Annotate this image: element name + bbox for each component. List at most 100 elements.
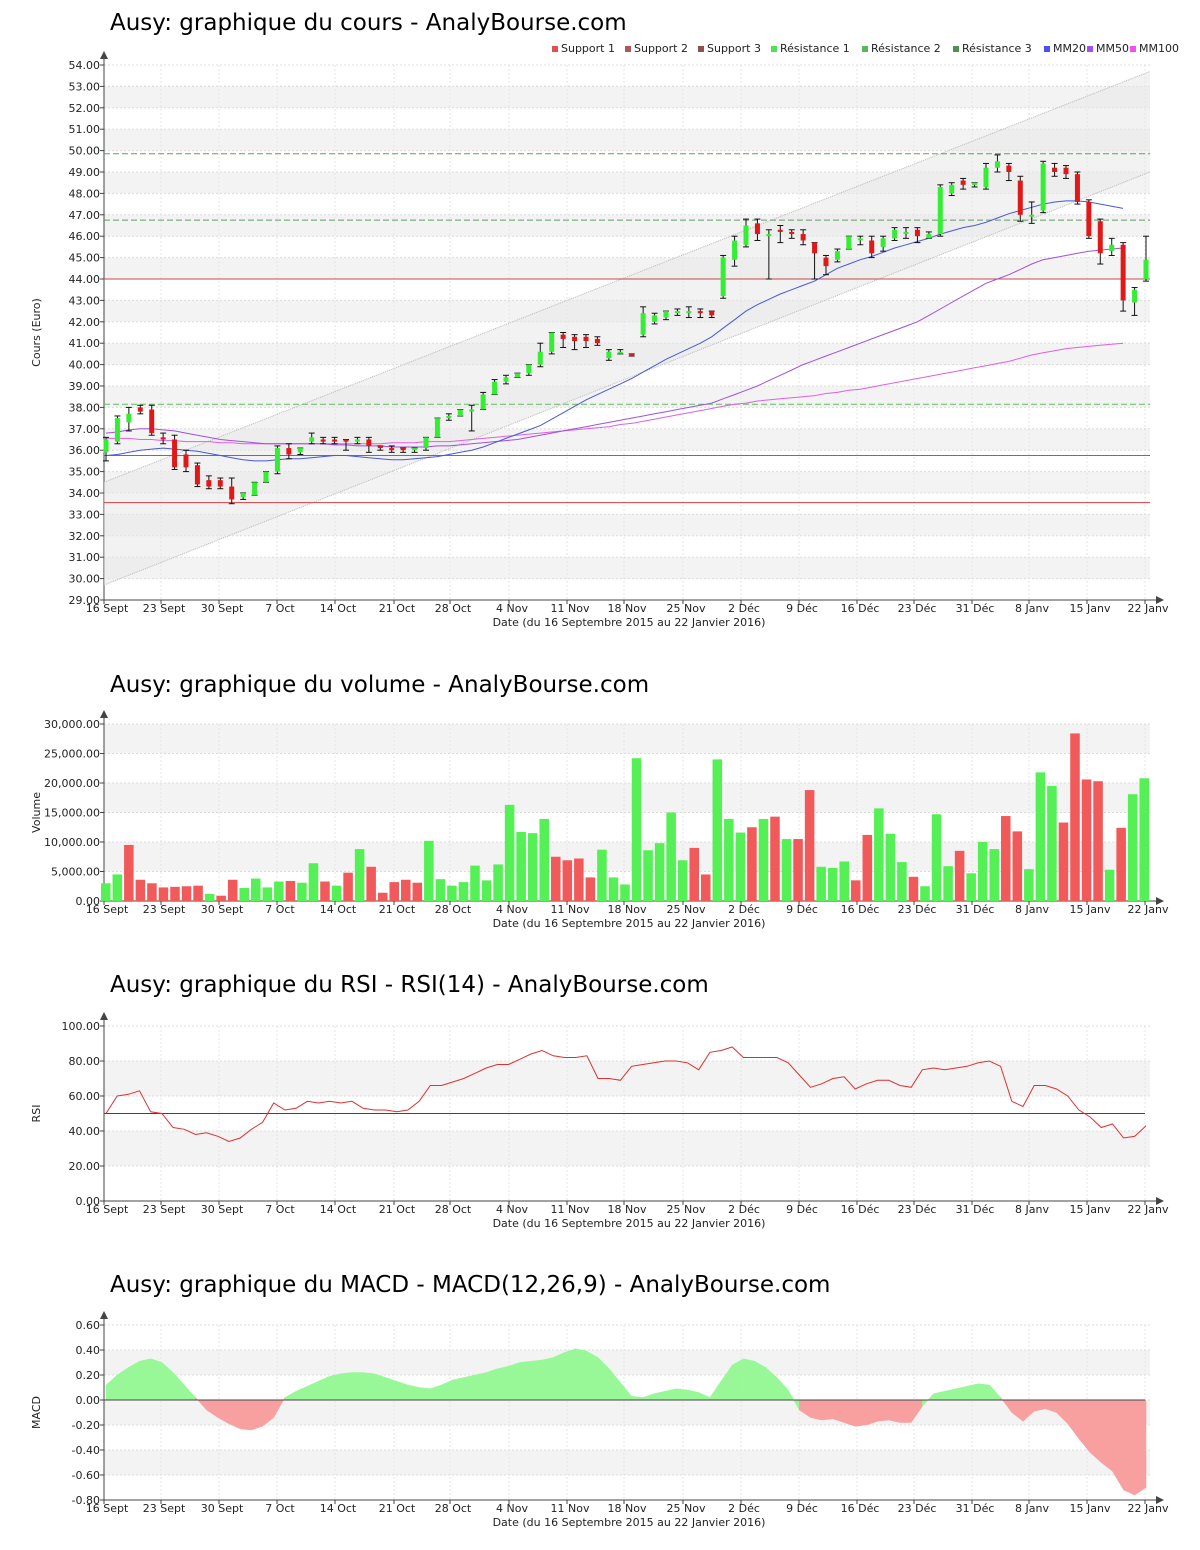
macd-area-segment	[978, 1383, 990, 1401]
candle-body	[332, 439, 338, 442]
channel-lower-line	[103, 171, 1151, 586]
x-tick-label: 31 Déc	[956, 1502, 995, 1515]
band	[104, 1131, 1150, 1166]
volume-bar	[101, 883, 111, 901]
candle-body	[160, 437, 166, 440]
x-tick-label: 15 Janv	[1070, 903, 1111, 916]
x-tick-label: 31 Déc	[956, 602, 995, 615]
candle-body	[343, 439, 349, 442]
x-tick-label: 25 Nov	[667, 1502, 706, 1515]
x-axis-title: Date (du 16 Septembre 2015 au 22 Janvier…	[493, 1217, 766, 1230]
band	[104, 514, 1150, 536]
macd-area-segment	[832, 1399, 845, 1423]
candle-body	[652, 315, 658, 322]
y-tick-label: 0.40	[76, 1344, 101, 1357]
x-tick-label: 2 Déc	[728, 1203, 760, 1216]
band	[104, 257, 1150, 279]
macd-area-segment	[955, 1385, 968, 1401]
x-tick-label: 16 Sept	[86, 1203, 129, 1216]
candle-body	[732, 240, 738, 260]
volume-bar	[1104, 869, 1115, 901]
macd-area-segment	[1078, 1399, 1091, 1454]
y-tick-label: 53.00	[69, 80, 101, 93]
volume-bar	[712, 759, 723, 901]
macd-area-segment	[150, 1358, 163, 1401]
macd-area-segment	[139, 1358, 151, 1401]
volume-bar	[308, 863, 319, 901]
volume-bar	[701, 874, 711, 901]
macd-area-segment	[754, 1360, 767, 1401]
x-tick-label: 30 Sept	[201, 1502, 244, 1515]
x-tick-label: 18 Nov	[608, 1203, 647, 1216]
legend-swatch	[1087, 46, 1093, 52]
candle-body	[172, 439, 178, 468]
candle-body	[446, 415, 452, 419]
x-tick-label: 15 Janv	[1070, 1502, 1111, 1515]
candle-body	[800, 234, 806, 241]
x-tick-label: 7 Oct	[265, 903, 295, 916]
x-tick-label: 16 Sept	[86, 1502, 129, 1515]
y-tick-label: 100.00	[62, 1020, 101, 1033]
y-tick-label: 10,000.00	[44, 836, 100, 849]
candle-body	[720, 257, 726, 297]
x-axis-arrow	[1156, 1197, 1164, 1205]
candle-body	[663, 311, 669, 318]
y-tick-label: 40.00	[69, 359, 101, 372]
x-tick-label: 4 Nov	[496, 602, 528, 615]
x-tick-label: 18 Nov	[608, 602, 647, 615]
candle-body	[1052, 167, 1058, 172]
volume-bar	[170, 886, 180, 901]
candle-body	[377, 445, 383, 449]
y-tick-label: 36.00	[69, 444, 101, 457]
candle-body	[686, 311, 692, 314]
macd-area-segment	[620, 1381, 632, 1401]
x-tick-label: 18 Nov	[608, 903, 647, 916]
volume-bar	[804, 790, 815, 901]
x-axis-title: Date (du 16 Septembre 2015 au 22 Janvier…	[493, 1516, 766, 1529]
candle-body	[503, 377, 509, 382]
volume-bar	[620, 884, 630, 901]
legend-entry: MM20	[1053, 42, 1086, 55]
legend-swatch	[862, 46, 868, 52]
trend-channel	[104, 71, 1150, 586]
macd-area-segment	[899, 1399, 912, 1423]
x-tick-label: 16 Déc	[841, 903, 880, 916]
y-tick-label: 41.00	[69, 337, 101, 350]
volume-bar	[839, 861, 849, 901]
candle-body	[823, 257, 829, 267]
candle-body	[103, 439, 109, 453]
candle-body	[320, 439, 326, 442]
y-tick-label: 60.00	[69, 1090, 101, 1103]
y-tick-label: 39.00	[69, 380, 101, 393]
candle-body	[697, 311, 703, 314]
volume-bar	[608, 877, 619, 901]
x-tick-label: 15 Janv	[1070, 1203, 1111, 1216]
candle-body	[297, 448, 303, 453]
macd-area-segment	[105, 1374, 118, 1401]
rsi-line	[105, 1046, 1147, 1143]
volume-bar	[827, 867, 838, 901]
volume-bar	[1093, 781, 1103, 901]
candle-body	[834, 251, 840, 260]
volume-chart: 0.00 5,000.00 10,000.00 15,000.00 20,000.00 2…	[30, 710, 1169, 930]
candle-body	[880, 238, 886, 247]
volume-bar	[297, 882, 307, 901]
macd-area-segment	[374, 1373, 386, 1401]
price-chart-title: Ausy: graphique du cours - AnalyBourse.c…	[110, 10, 627, 36]
y-axis-arrow	[100, 1311, 108, 1319]
volume-bar	[389, 882, 399, 901]
x-tick-label: 23 Sept	[143, 1502, 186, 1515]
x-tick-label: 15 Janv	[1070, 602, 1111, 615]
macd-area-segment	[318, 1375, 330, 1401]
volume-bar	[1001, 816, 1011, 901]
y-tick-label: 80.00	[69, 1055, 101, 1068]
x-tick-label: 8 Janv	[1015, 602, 1049, 615]
macd-area-segment	[307, 1380, 319, 1401]
y-tick-label: 44.00	[69, 273, 101, 286]
y-tick-label: 33.00	[69, 508, 101, 521]
legend-entry: Support 1	[561, 42, 615, 55]
x-tick-label: 4 Nov	[496, 903, 528, 916]
y-tick-label: 35.00	[69, 466, 101, 479]
macd-area-segment	[239, 1399, 252, 1431]
volume-bar	[1139, 778, 1149, 901]
